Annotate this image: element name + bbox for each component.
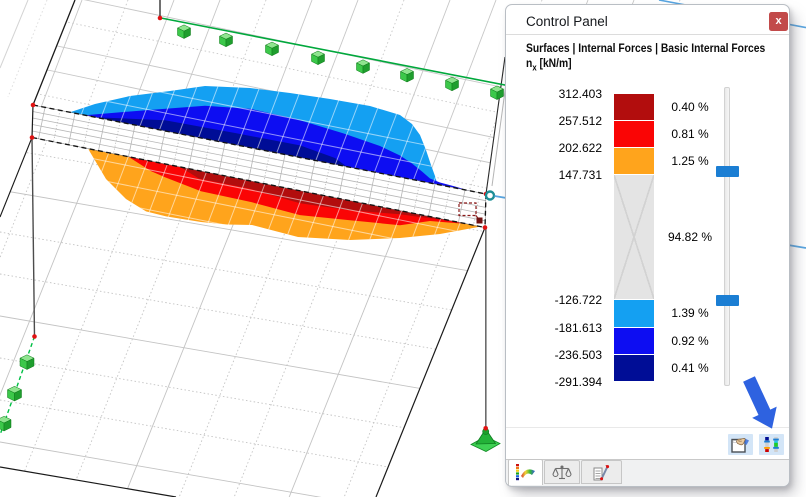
result-symbol: n xyxy=(526,56,533,70)
scale-percent: 0.40 % xyxy=(671,99,709,114)
scale-value: 312.403 xyxy=(558,86,602,101)
background-edge-lines xyxy=(0,0,48,98)
scale-value: 147.731 xyxy=(558,168,602,183)
scale-percent: 94.82 % xyxy=(667,230,713,245)
columns xyxy=(31,0,487,427)
scale-segment xyxy=(614,354,654,382)
result-unit: [kN/m] xyxy=(539,56,572,70)
scale-percent: 1.39 % xyxy=(671,306,709,321)
scale-value: 202.622 xyxy=(558,141,602,156)
close-button[interactable]: x xyxy=(769,12,788,31)
hinged-support xyxy=(470,428,501,452)
tab-factors[interactable] xyxy=(544,460,580,484)
scale-slider-handle-min[interactable] xyxy=(716,294,739,306)
scale-slider-track[interactable] xyxy=(724,87,730,386)
color-scale-icon xyxy=(515,464,535,481)
tab-color-scale[interactable] xyxy=(508,459,543,485)
slider-scale-icon xyxy=(764,437,779,452)
scale-percent: 1.25 % xyxy=(671,154,709,169)
result-symbol-sub: x xyxy=(532,62,537,73)
diagram-pin-icon xyxy=(593,465,609,481)
scale-percent: 0.41 % xyxy=(671,361,709,376)
balance-icon xyxy=(552,465,572,480)
scale-segment xyxy=(614,148,654,175)
color-scale-bar[interactable] xyxy=(614,93,654,383)
scale-value: -291.394 xyxy=(554,375,602,390)
scale-segment xyxy=(614,93,654,120)
surface-annotation xyxy=(458,202,483,224)
control-panel: Control Panel x Surfaces | Internal Forc… xyxy=(505,4,790,487)
scale-value: -236.503 xyxy=(554,347,602,362)
panel-title: Control Panel xyxy=(526,14,608,29)
scale-value: 257.512 xyxy=(558,113,602,128)
scale-segment xyxy=(614,175,654,300)
panel-tab-strip xyxy=(506,459,789,486)
surface-boundaries xyxy=(0,0,510,497)
title-separator xyxy=(506,34,789,35)
subtitle-line1: Surfaces | Internal Forces | Basic Inter… xyxy=(526,41,766,55)
button-row-separator xyxy=(506,427,789,428)
scale-percent: 0.81 % xyxy=(671,126,709,141)
panel-subtitle: Surfaces | Internal Forces | Basic Inter… xyxy=(526,41,767,75)
nodal-supports xyxy=(0,24,505,432)
scale-segment xyxy=(614,120,654,148)
tab-result-diagrams[interactable] xyxy=(581,460,622,484)
scale-segment xyxy=(614,327,654,354)
panel-options-button[interactable] xyxy=(728,434,753,455)
scale-percent: 0.92 % xyxy=(671,333,709,348)
scale-value: -181.613 xyxy=(554,320,602,335)
scale-segment xyxy=(614,300,654,327)
wall-band xyxy=(32,105,486,228)
window-hand-icon xyxy=(731,438,749,453)
scale-slider-handle-max[interactable] xyxy=(716,166,739,177)
selected-node-marker xyxy=(484,190,496,201)
edit-value-scale-button[interactable] xyxy=(759,434,784,455)
scale-value: -126.722 xyxy=(554,293,602,308)
